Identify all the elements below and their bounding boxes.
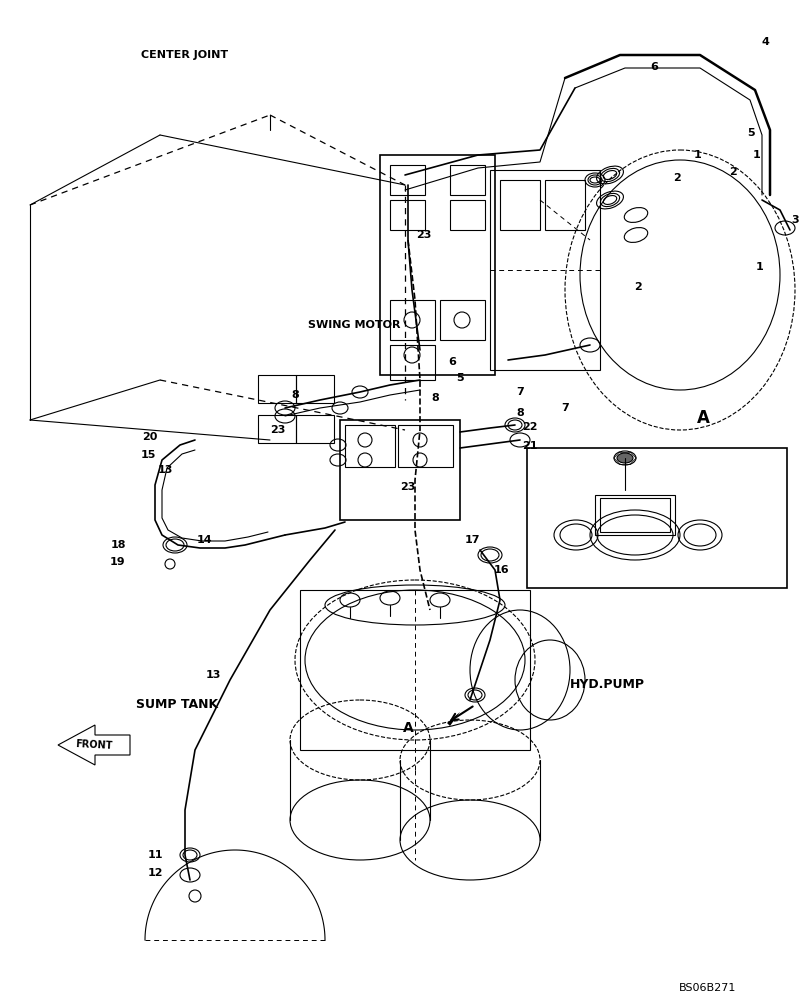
Bar: [526, 448, 786, 588]
Text: 5: 5: [455, 373, 463, 383]
Text: 8: 8: [291, 390, 299, 400]
Text: 23: 23: [270, 425, 285, 435]
Ellipse shape: [565, 150, 794, 430]
Text: 7: 7: [516, 387, 524, 397]
Bar: [499, 180, 540, 230]
Bar: [258, 375, 296, 403]
Text: 23: 23: [400, 482, 415, 492]
Text: 14: 14: [197, 535, 213, 545]
Text: 2: 2: [672, 173, 680, 183]
Text: 19: 19: [110, 557, 125, 567]
Bar: [389, 300, 434, 340]
Text: A: A: [402, 721, 414, 735]
Text: 15: 15: [141, 450, 156, 460]
Bar: [296, 375, 333, 403]
Bar: [489, 170, 599, 370]
Bar: [344, 425, 394, 467]
Bar: [258, 415, 296, 443]
Text: FRONT: FRONT: [75, 739, 112, 751]
Text: 7: 7: [560, 403, 569, 413]
Text: BS06B271: BS06B271: [678, 983, 736, 993]
Text: 11: 11: [147, 850, 162, 860]
Text: 13: 13: [157, 465, 173, 475]
Bar: [389, 345, 434, 380]
Text: 5: 5: [746, 128, 754, 138]
Text: 2: 2: [634, 282, 641, 292]
Text: 21: 21: [522, 441, 537, 451]
Text: 22: 22: [522, 422, 537, 432]
Bar: [389, 165, 425, 195]
Polygon shape: [58, 725, 130, 765]
Bar: [340, 420, 459, 520]
Text: 4: 4: [760, 37, 768, 47]
Bar: [389, 200, 425, 230]
Text: 18: 18: [110, 540, 125, 550]
Bar: [397, 425, 452, 467]
Text: 1: 1: [693, 150, 701, 160]
Text: 12: 12: [147, 868, 162, 878]
Text: 2: 2: [728, 167, 736, 177]
Text: 1: 1: [755, 262, 763, 272]
Text: SWING MOTOR: SWING MOTOR: [307, 320, 400, 330]
Text: 8: 8: [516, 408, 524, 418]
Text: 23: 23: [416, 230, 431, 240]
Text: 8: 8: [430, 393, 438, 403]
Bar: [594, 495, 675, 535]
Text: 16: 16: [494, 565, 509, 575]
Text: CENTER JOINT: CENTER JOINT: [141, 50, 228, 60]
Bar: [296, 415, 333, 443]
Bar: [300, 590, 529, 750]
Bar: [599, 498, 669, 532]
Text: 1: 1: [752, 150, 760, 160]
Text: HYD.PUMP: HYD.PUMP: [569, 678, 644, 692]
Text: 20: 20: [142, 432, 157, 442]
Text: A: A: [696, 409, 709, 427]
Bar: [544, 180, 585, 230]
Text: 13: 13: [205, 670, 220, 680]
Ellipse shape: [616, 453, 632, 463]
Text: 6: 6: [447, 357, 455, 367]
Bar: [450, 165, 484, 195]
Text: 6: 6: [650, 62, 657, 72]
Bar: [450, 200, 484, 230]
Polygon shape: [446, 712, 459, 726]
Bar: [439, 300, 484, 340]
Text: 3: 3: [790, 215, 798, 225]
Text: 17: 17: [463, 535, 479, 545]
Bar: [380, 155, 495, 375]
Ellipse shape: [579, 160, 779, 390]
Text: SUMP TANK: SUMP TANK: [136, 698, 218, 712]
